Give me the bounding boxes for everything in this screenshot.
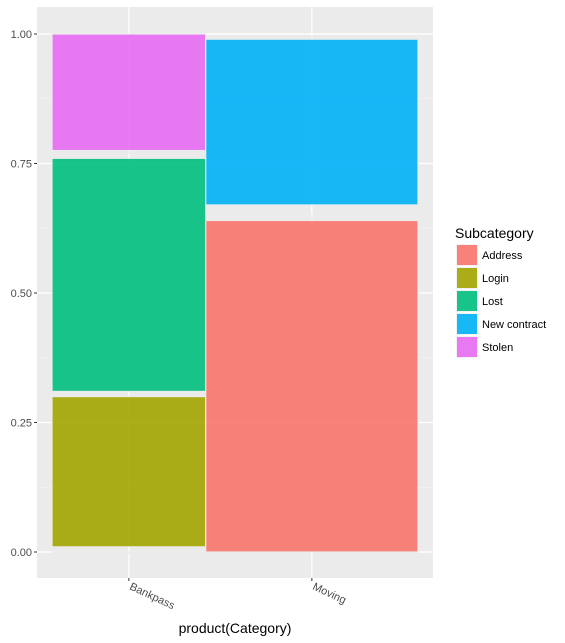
tile-bankpass-login [51, 396, 207, 548]
tile-moving-login [205, 217, 419, 220]
y-tick-label: 1.00 [11, 29, 32, 41]
tile-moving-new-contract [205, 38, 419, 206]
y-tick-label: 0.50 [11, 288, 32, 300]
legend-swatch [457, 245, 477, 265]
legend: Subcategory Address Login Lost New contract… [455, 225, 546, 358]
legend-swatch [457, 291, 477, 311]
tile-moving-stolen [205, 35, 419, 38]
y-tick-label: 0.00 [11, 547, 32, 559]
legend-swatch [457, 268, 477, 288]
tile-moving-address [205, 219, 419, 553]
legend-swatch [457, 337, 477, 357]
x-tick-label: Moving [311, 581, 348, 607]
y-tick-label: 0.25 [11, 418, 32, 430]
legend-label: Lost [482, 296, 503, 308]
legend-label: Address [482, 250, 523, 262]
legend-swatch [457, 314, 477, 334]
x-tick-label: Bankpass [128, 581, 177, 613]
legend-label: New contract [482, 319, 546, 331]
tile-bankpass-new-contract [51, 152, 207, 155]
x-axis-title: product(Category) [179, 620, 292, 636]
tile-bankpass-address [51, 551, 207, 554]
legend-label: Login [482, 273, 509, 285]
tile-bankpass-stolen [51, 33, 207, 152]
tile-moving-lost [205, 214, 419, 217]
legend-title: Subcategory [455, 225, 534, 241]
y-axis: 0.00 0.25 0.50 0.75 1.00 [11, 29, 37, 559]
tile-bankpass-lost [51, 157, 207, 393]
legend-label: Stolen [482, 342, 513, 354]
y-tick-label: 0.75 [11, 159, 32, 171]
mosaic-tiles [51, 33, 419, 554]
x-axis: Bankpass Moving [128, 578, 348, 612]
